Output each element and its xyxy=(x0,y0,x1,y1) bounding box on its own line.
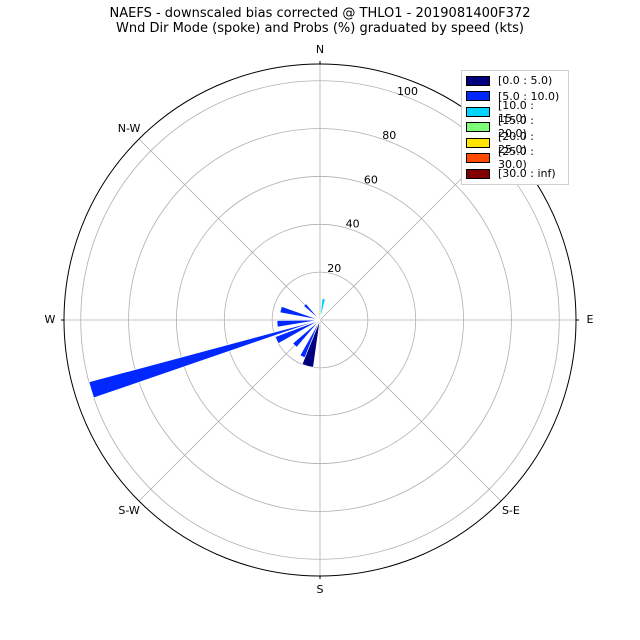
legend-label: [30.0 : inf) xyxy=(498,167,556,181)
wind-bar xyxy=(319,298,326,321)
direction-label: S xyxy=(317,583,324,596)
legend-label: [25.0 : 30.0) xyxy=(498,145,534,172)
direction-label: W xyxy=(45,313,56,326)
direction-label: N-W xyxy=(118,122,141,135)
grid-spoke xyxy=(319,319,502,502)
legend-swatch xyxy=(466,75,490,86)
chart-title: NAEFS - downscaled bias corrected @ THLO… xyxy=(109,6,531,21)
radial-tick-label: 60 xyxy=(364,173,378,186)
legend-swatch xyxy=(466,122,490,133)
legend-label: [0.0 : 5.0) xyxy=(498,74,553,88)
radial-tick-label: 80 xyxy=(382,129,396,142)
chart-subtitle: Wnd Dir Mode (spoke) and Probs (%) gradu… xyxy=(116,21,524,36)
wind-bar xyxy=(88,319,321,399)
direction-label: S-W xyxy=(118,504,140,517)
wind-bar xyxy=(279,305,321,321)
legend-item: [20.0 : 25.0) xyxy=(466,130,564,156)
legend-swatch xyxy=(466,153,490,164)
grid-spoke xyxy=(138,138,321,321)
grid-spoke xyxy=(138,319,321,502)
legend-item: [30.0 : inf) xyxy=(466,166,564,182)
wind-bar xyxy=(276,319,321,328)
legend-item: [5.0 : 10.0) xyxy=(466,89,564,105)
legend-label: [15.0 : 20.0) xyxy=(498,114,534,141)
radial-tick-label: 100 xyxy=(397,85,418,98)
wind-rose-bars xyxy=(88,298,326,399)
direction-label: E xyxy=(587,313,594,326)
legend-item: [0.0 : 5.0) xyxy=(466,73,564,89)
radial-tick-label: 40 xyxy=(346,218,360,231)
wind-bar xyxy=(301,319,321,368)
legend-swatch xyxy=(466,106,490,117)
legend-item: [10.0 : 15.0) xyxy=(466,99,564,125)
legend-label: [5.0 : 10.0) xyxy=(498,89,560,103)
legend-label: [10.0 : 15.0) xyxy=(498,98,534,125)
radial-tick-label: 20 xyxy=(327,262,341,275)
wind-bar xyxy=(274,319,321,345)
wind-bar xyxy=(303,303,321,321)
legend-swatch xyxy=(466,168,490,179)
legend-item: [15.0 : 20.0) xyxy=(466,114,564,140)
legend-swatch xyxy=(466,91,490,102)
legend-label: [20.0 : 25.0) xyxy=(498,129,534,156)
wind-bar xyxy=(292,319,321,348)
legend-item: [25.0 : 30.0) xyxy=(466,145,564,171)
legend: [0.0 : 5.0) [5.0 : 10.0) [10.0 : 15.0) [15.… xyxy=(461,70,569,185)
direction-label: N xyxy=(316,43,324,56)
legend-items: [0.0 : 5.0) [5.0 : 10.0) [10.0 : 15.0) [15.… xyxy=(466,73,564,182)
legend-swatch xyxy=(466,137,490,148)
polar-grid xyxy=(61,61,579,579)
direction-label: S-E xyxy=(502,504,520,517)
